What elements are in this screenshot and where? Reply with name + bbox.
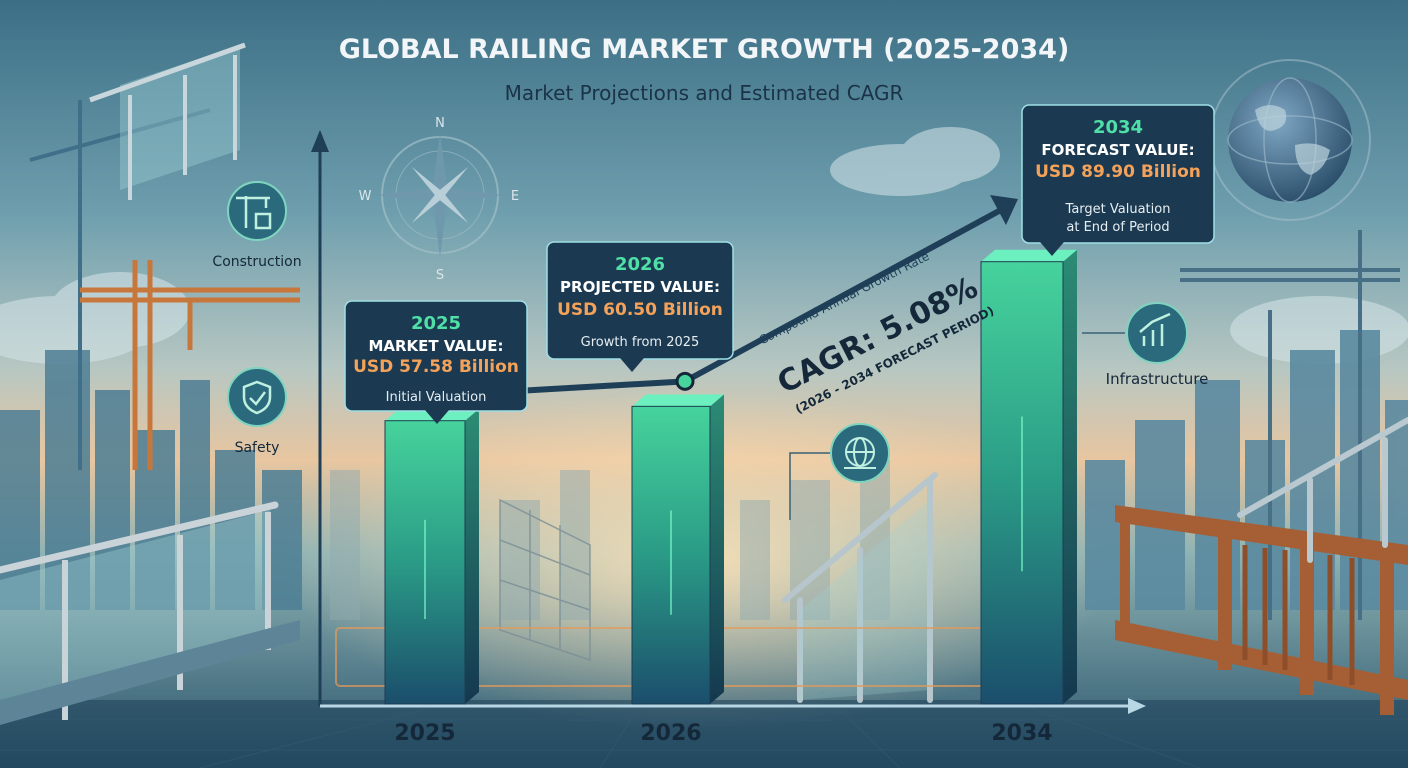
global-badge [789,423,890,520]
trend-point-2026 [675,371,695,391]
construction-label: Construction [212,254,301,270]
wooden-balusters [1242,545,1355,685]
callout-2026: 2026 PROJECTED VALUE: USD 60.50 Billion … [546,241,734,372]
callout-2026-value: USD 60.50 Billion [557,300,723,320]
callout-2026-year: 2026 [615,254,665,275]
floor-band [0,700,1408,768]
compass-n: N [435,116,445,131]
trend-arrowhead [990,195,1018,225]
chart-subtitle: Market Projections and Estimated CAGR [505,81,904,105]
callout-2025-heading: MARKET VALUE: [368,337,503,355]
shield-icon [242,380,272,415]
crane-orange [80,260,300,470]
skyline-mid [330,460,890,620]
construction-badge: Construction [212,181,302,270]
bar-top-2026 [632,394,724,407]
y-axis [311,130,329,706]
callout-2034-note-line2: at End of Period [1066,220,1169,235]
x-tick-2034: 2034 [991,721,1052,746]
bar-side-2025 [465,408,479,704]
glass-railing-left [0,501,300,725]
blueprint-sketch [499,498,591,662]
crane-left-back [29,100,211,470]
glass-panel-center [800,500,930,700]
x-tick-2026: 2026 [640,721,701,746]
callout-2025-note: Initial Valuation [386,390,487,405]
compass-w: W [359,189,372,204]
bars-group [384,249,1077,705]
callout-2026-note: Growth from 2025 [581,335,700,350]
bar-side-2034 [1063,249,1077,704]
metal-railing-center [782,472,938,703]
infrastructure-badge: Infrastructure [1082,302,1209,388]
bar-2034 [980,249,1077,705]
wooden-railing-right [1115,505,1408,715]
safety-badge: Safety [227,367,287,456]
callout-2034-heading: FORECAST VALUE: [1041,141,1194,159]
globe-icon [1209,59,1371,221]
bar-top-2034 [981,249,1077,262]
callout-2034-year: 2034 [1093,117,1143,138]
callout-2026-heading: PROJECTED VALUE: [560,278,720,296]
x-tick-2025: 2025 [394,721,455,746]
compass-rose: N S E W [359,116,520,283]
callout-2034: 2034 FORECAST VALUE: USD 89.90 Billion T… [1021,104,1215,256]
callout-2025-value: USD 57.58 Billion [353,357,519,377]
chart-title: GLOBAL RAILING MARKET GROWTH (2025-2034) [339,34,1070,65]
bar-front-2025 [384,420,466,705]
crane-icon [236,196,272,230]
cagr-annotation: Compound Annual Growth Rate CAGR: 5.08% … [757,249,997,416]
bar-2026 [631,394,724,705]
x-axis [320,698,1146,714]
compass-s: S [436,268,444,283]
infrastructure-label: Infrastructure [1106,370,1209,388]
compass-e: E [511,189,519,204]
bar-2025 [384,408,479,705]
check-icon [249,391,266,406]
growth-chart-icon [1139,312,1171,346]
bar-side-2026 [710,394,724,704]
world-icon [844,437,876,469]
callout-2025-year: 2025 [411,313,461,334]
metal-railing-right [1237,417,1408,563]
skyline-left [0,350,302,610]
callout-2025: 2025 MARKET VALUE: USD 57.58 Billion Ini… [344,300,528,424]
callout-2034-value: USD 89.90 Billion [1035,162,1201,182]
callout-2034-note-line1: Target Valuation [1065,202,1171,217]
safety-label: Safety [235,440,280,456]
glass-railing-topleft [89,42,246,200]
